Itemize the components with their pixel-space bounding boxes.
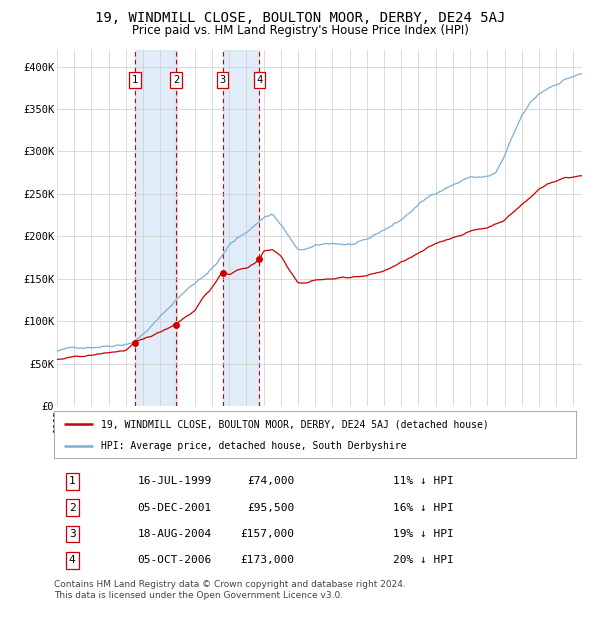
Text: Price paid vs. HM Land Registry's House Price Index (HPI): Price paid vs. HM Land Registry's House … xyxy=(131,24,469,37)
Text: 18-AUG-2004: 18-AUG-2004 xyxy=(137,529,212,539)
Bar xyxy=(223,50,259,406)
Text: 19% ↓ HPI: 19% ↓ HPI xyxy=(394,529,454,539)
Text: 4: 4 xyxy=(69,556,76,565)
Text: 16% ↓ HPI: 16% ↓ HPI xyxy=(394,503,454,513)
Text: 20% ↓ HPI: 20% ↓ HPI xyxy=(394,556,454,565)
Text: 4: 4 xyxy=(256,75,263,85)
Text: 19, WINDMILL CLOSE, BOULTON MOOR, DERBY, DE24 5AJ: 19, WINDMILL CLOSE, BOULTON MOOR, DERBY,… xyxy=(95,11,505,25)
Text: 2: 2 xyxy=(173,75,179,85)
Text: £95,500: £95,500 xyxy=(247,503,294,513)
Bar xyxy=(135,50,176,406)
Text: 16-JUL-1999: 16-JUL-1999 xyxy=(137,476,212,486)
Text: 1: 1 xyxy=(132,75,138,85)
Text: 05-OCT-2006: 05-OCT-2006 xyxy=(137,556,212,565)
Text: 1: 1 xyxy=(69,476,76,486)
Text: £173,000: £173,000 xyxy=(240,556,294,565)
Text: 2: 2 xyxy=(69,503,76,513)
Text: HPI: Average price, detached house, South Derbyshire: HPI: Average price, detached house, Sout… xyxy=(101,441,406,451)
Text: 05-DEC-2001: 05-DEC-2001 xyxy=(137,503,212,513)
Text: Contains HM Land Registry data © Crown copyright and database right 2024.
This d: Contains HM Land Registry data © Crown c… xyxy=(54,580,406,601)
Text: 11% ↓ HPI: 11% ↓ HPI xyxy=(394,476,454,486)
Text: £74,000: £74,000 xyxy=(247,476,294,486)
Text: 3: 3 xyxy=(69,529,76,539)
Text: 19, WINDMILL CLOSE, BOULTON MOOR, DERBY, DE24 5AJ (detached house): 19, WINDMILL CLOSE, BOULTON MOOR, DERBY,… xyxy=(101,419,489,429)
Text: £157,000: £157,000 xyxy=(240,529,294,539)
Text: 3: 3 xyxy=(220,75,226,85)
